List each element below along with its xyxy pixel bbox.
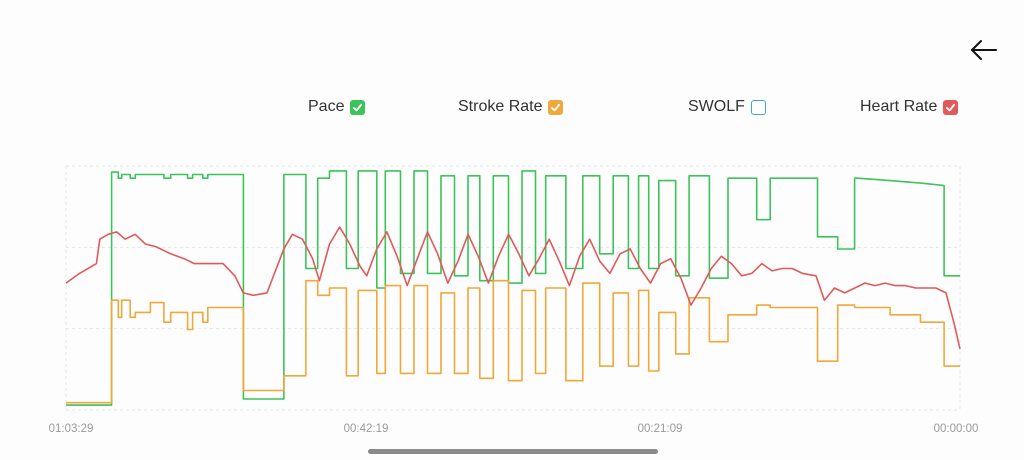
legend-toggle-stroke-rate[interactable]: Stroke Rate (458, 96, 564, 118)
checkbox-icon-swolf (750, 99, 766, 115)
checkbox-icon-pace (350, 99, 366, 115)
legend-toggle-pace[interactable]: Pace (308, 96, 366, 118)
x-tick-label: 00:00:00 (934, 423, 979, 435)
series-line-stroke-rate (66, 279, 960, 404)
x-tick-label: 00:21:09 (638, 423, 683, 435)
series-line-heart-rate (65, 226, 961, 350)
home-indicator (368, 449, 658, 454)
checkbox-icon-heart-rate (943, 99, 959, 115)
legend-toggle-heart-rate[interactable]: Heart Rate (860, 96, 959, 118)
legend-label-heart-rate: Heart Rate (860, 98, 938, 115)
chart-x-ticks: 01:03:29 00:42:19 00:21:09 00:00:00 (49, 423, 979, 435)
legend-label-swolf: SWOLF (688, 98, 745, 115)
checkbox-icon-stroke-rate (548, 99, 564, 115)
legend-toggle-swolf[interactable]: SWOLF (688, 96, 766, 118)
arrow-left-icon (971, 40, 997, 60)
series-line-pace (66, 170, 960, 406)
legend-label-stroke-rate: Stroke Rate (458, 98, 543, 115)
chart-grid (65, 165, 961, 411)
x-tick-label: 00:42:19 (344, 423, 389, 435)
back-button[interactable] (966, 36, 1002, 64)
chart-series (65, 170, 961, 406)
legend-label-pace: Pace (308, 98, 345, 115)
x-tick-label: 01:03:29 (49, 423, 94, 435)
